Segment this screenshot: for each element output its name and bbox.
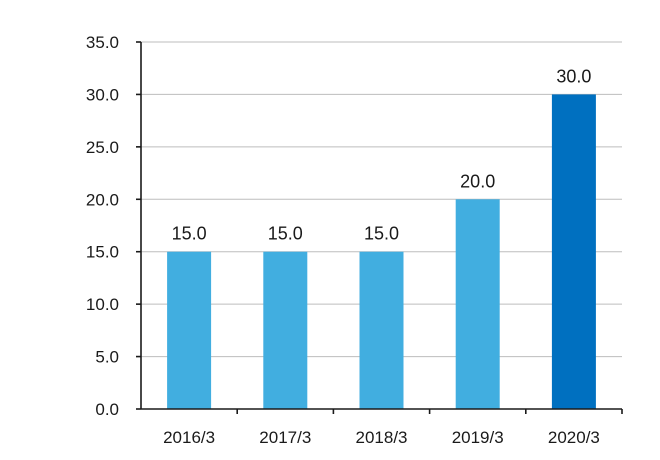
x-tick-label: 2017/3 (259, 428, 311, 447)
bar-2018-3 (359, 251, 404, 409)
x-tick-label: 2020/3 (548, 428, 600, 447)
y-tick-label: 10.0 (86, 295, 119, 314)
data-label: 20.0 (460, 171, 495, 191)
y-tick-label: 35.0 (86, 33, 119, 52)
bars (167, 94, 596, 409)
data-label: 15.0 (268, 224, 303, 244)
x-tick-label: 2019/3 (452, 428, 504, 447)
bar-2016-3 (167, 251, 212, 409)
x-tick-label: 2016/3 (163, 428, 215, 447)
y-tick-label: 25.0 (86, 138, 119, 157)
y-tick-label: 0.0 (95, 400, 119, 419)
bar-2017-3 (263, 251, 308, 409)
labels: 0.0 5.0 10.0 15.0 20.0 25.0 30.0 35.0 15.0 2016/3… (86, 33, 600, 447)
data-label: 15.0 (364, 224, 399, 244)
bar-2019-3 (455, 199, 500, 409)
data-label: 15.0 (172, 224, 207, 244)
y-tick-label: 15.0 (86, 243, 119, 262)
data-label: 30.0 (556, 66, 591, 86)
x-tick-label: 2018/3 (356, 428, 408, 447)
y-tick-label: 20.0 (86, 190, 119, 209)
axes (136, 41, 623, 414)
bar-2020-3 (551, 94, 596, 409)
y-tick-label: 30.0 (86, 85, 119, 104)
y-tick-label: 5.0 (95, 348, 119, 367)
